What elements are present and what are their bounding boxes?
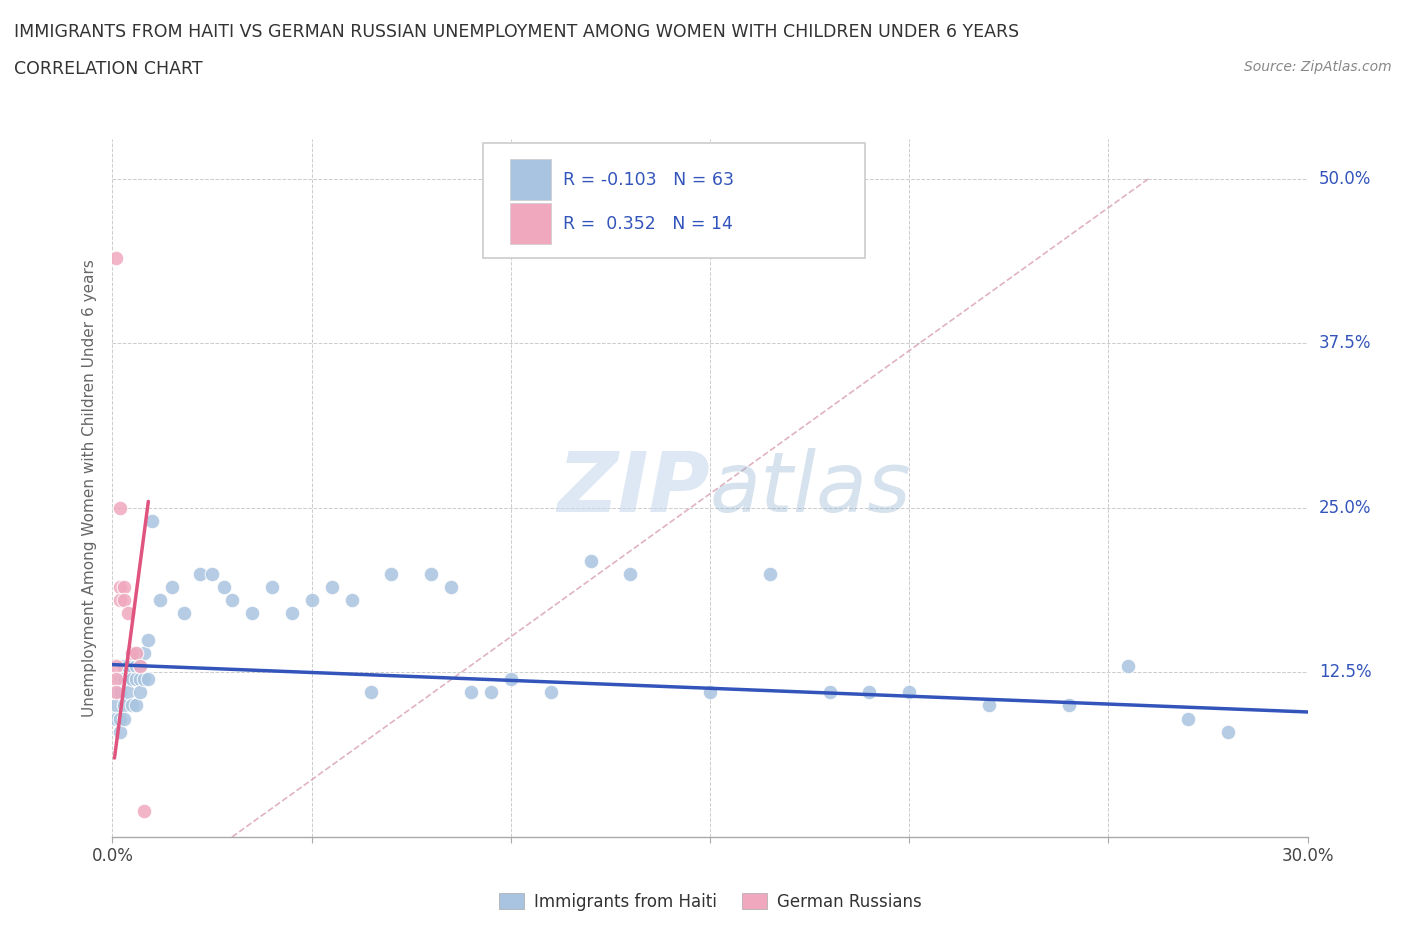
Point [420, 566, 443, 581]
Point [114, 711, 135, 726]
Point [129, 658, 152, 673]
Point [125, 645, 148, 660]
Point [117, 684, 139, 699]
Point [818, 684, 841, 699]
Point [499, 671, 522, 686]
Point [240, 605, 263, 620]
Point [340, 592, 363, 607]
Point [321, 579, 343, 594]
Point [360, 684, 382, 699]
Point [138, 671, 160, 686]
Text: atlas: atlas [710, 447, 911, 529]
Point [149, 592, 172, 607]
Point [212, 579, 235, 594]
Point [125, 698, 148, 712]
Point [1216, 724, 1239, 739]
Point [1057, 698, 1080, 712]
Point [699, 684, 721, 699]
Point [117, 605, 139, 620]
Legend: Immigrants from Haiti, German Russians: Immigrants from Haiti, German Russians [491, 884, 929, 920]
Point [460, 684, 482, 699]
Point [162, 579, 183, 594]
Point [1116, 658, 1139, 673]
Point [105, 711, 128, 726]
Text: R =  0.352   N = 14: R = 0.352 N = 14 [562, 215, 733, 232]
Point [188, 566, 211, 581]
Point [121, 645, 143, 660]
Point [105, 658, 128, 673]
Point [898, 684, 921, 699]
Point [858, 684, 880, 699]
Point [125, 658, 148, 673]
Point [105, 684, 128, 699]
Point [579, 553, 602, 568]
Point [125, 645, 148, 660]
Point [129, 658, 152, 673]
Point [1177, 711, 1199, 726]
Point [110, 500, 132, 515]
Point [121, 698, 143, 712]
Point [125, 671, 148, 686]
Point [117, 671, 139, 686]
Point [380, 566, 402, 581]
FancyBboxPatch shape [510, 159, 551, 200]
Point [121, 658, 143, 673]
Text: 37.5%: 37.5% [1319, 335, 1371, 352]
Point [619, 566, 641, 581]
Point [114, 671, 135, 686]
Point [110, 671, 132, 686]
Text: R = -0.103   N = 63: R = -0.103 N = 63 [562, 170, 734, 189]
Point [221, 592, 243, 607]
FancyBboxPatch shape [484, 143, 865, 259]
Point [260, 579, 283, 594]
Point [173, 605, 195, 620]
Point [105, 684, 128, 699]
Text: ZIP: ZIP [557, 447, 710, 529]
Text: 50.0%: 50.0% [1319, 170, 1371, 188]
Point [540, 684, 562, 699]
Point [134, 645, 156, 660]
Text: IMMIGRANTS FROM HAITI VS GERMAN RUSSIAN UNEMPLOYMENT AMONG WOMEN WITH CHILDREN U: IMMIGRANTS FROM HAITI VS GERMAN RUSSIAN … [14, 23, 1019, 41]
Point [134, 804, 156, 818]
Point [114, 579, 135, 594]
Point [301, 592, 323, 607]
Point [138, 632, 160, 647]
Text: Source: ZipAtlas.com: Source: ZipAtlas.com [1244, 60, 1392, 74]
Point [110, 684, 132, 699]
Point [105, 250, 128, 265]
Point [110, 724, 132, 739]
Point [141, 513, 163, 528]
Point [110, 711, 132, 726]
Point [110, 579, 132, 594]
Point [121, 645, 143, 660]
Point [201, 566, 224, 581]
FancyBboxPatch shape [510, 203, 551, 245]
Y-axis label: Unemployment Among Women with Children Under 6 years: Unemployment Among Women with Children U… [82, 259, 97, 717]
Point [121, 671, 143, 686]
Point [105, 671, 128, 686]
Point [110, 592, 132, 607]
Point [114, 592, 135, 607]
Point [117, 658, 139, 673]
Point [977, 698, 1000, 712]
Point [281, 605, 304, 620]
Point [114, 698, 135, 712]
Text: 25.0%: 25.0% [1319, 499, 1371, 517]
Point [114, 658, 135, 673]
Point [105, 698, 128, 712]
Point [134, 671, 156, 686]
Text: CORRELATION CHART: CORRELATION CHART [14, 60, 202, 78]
Text: 12.5%: 12.5% [1319, 663, 1371, 682]
Point [129, 684, 152, 699]
Point [440, 579, 463, 594]
Point [129, 671, 152, 686]
Point [759, 566, 782, 581]
Point [479, 684, 502, 699]
